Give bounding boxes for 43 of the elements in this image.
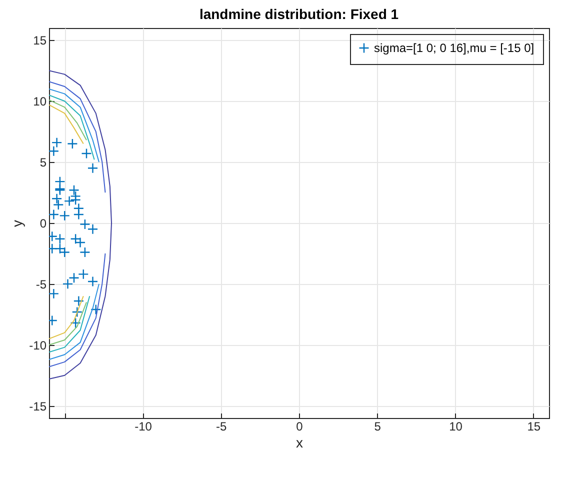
x-tick-label: -5: [216, 420, 228, 434]
point: [81, 148, 92, 159]
x-tick-label: -10: [134, 420, 152, 434]
point: [62, 278, 74, 290]
point: [59, 210, 70, 222]
y-tick-label: -10: [29, 338, 47, 352]
point: [68, 272, 80, 284]
y-tick-label: -15: [29, 399, 47, 414]
point: [73, 296, 84, 306]
point: [87, 276, 98, 287]
point: [49, 288, 60, 300]
point: [73, 209, 84, 220]
point: [70, 318, 81, 328]
point: [67, 138, 78, 150]
point: [90, 304, 102, 315]
line-series: [49, 70, 112, 380]
chart-title: landmine distribution: Fixed 1: [199, 6, 399, 22]
y-tick-label: 15: [33, 34, 47, 48]
x-tick-label: 5: [374, 420, 382, 434]
point: [53, 199, 64, 210]
y-axis-title: y: [9, 220, 26, 227]
point: [54, 234, 66, 244]
y-tick-label: -5: [36, 277, 47, 292]
point: [54, 176, 66, 187]
point: [87, 162, 98, 174]
point: [68, 184, 80, 196]
point: [78, 268, 89, 280]
x-tick-label: 15: [527, 420, 541, 434]
point: [51, 137, 62, 148]
legend-label: sigma=[1 0; 0 16],mu = [-15 0]: [374, 41, 534, 55]
point: [51, 193, 62, 204]
point: [49, 209, 60, 220]
point: [64, 196, 75, 206]
point: [80, 246, 90, 258]
x-tick-label: 10: [449, 420, 463, 434]
y-tick-label: 0: [40, 216, 47, 230]
point: [72, 306, 82, 318]
x-axis-title: x: [296, 434, 303, 450]
point: [70, 194, 81, 206]
y-tick-label: 10: [33, 94, 47, 109]
x-tick-label: 0: [296, 420, 304, 434]
point: [49, 146, 60, 156]
y-tick-label: 5: [40, 156, 47, 170]
